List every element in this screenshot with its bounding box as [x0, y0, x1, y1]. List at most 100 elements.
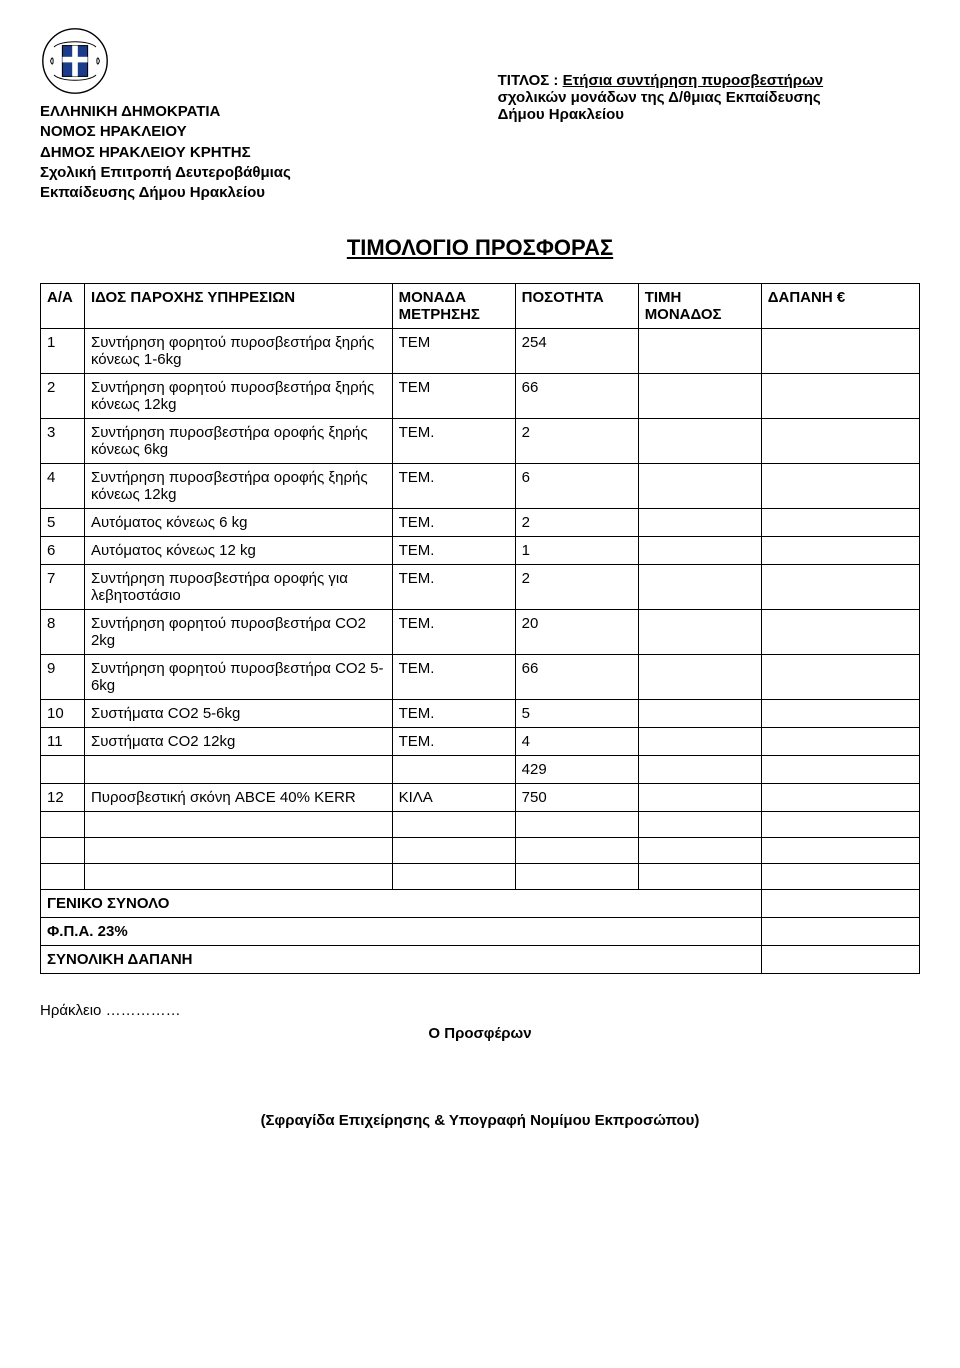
footer-place: Ηράκλειο …………… — [40, 1002, 920, 1019]
cell-desc: Αυτόματος κόνεως 6 kg — [84, 509, 392, 537]
title-line: ΤΙΤΛΟΣ : Ετήσια συντήρηση πυροσβεστήρων — [498, 72, 920, 89]
table-row: 11Συστήματα CO2 12kgΤΕΜ.4 — [41, 728, 920, 756]
cell-cost — [761, 784, 919, 812]
table-row: 5Αυτόματος κόνεως 6 kgΤΕΜ.2 — [41, 509, 920, 537]
cell-unit: ΤΕΜ. — [392, 655, 515, 700]
spacer-row — [41, 864, 920, 890]
cell-price — [638, 728, 761, 756]
empty-cell — [392, 812, 515, 838]
cell-aa: 8 — [41, 610, 85, 655]
empty-cell — [84, 864, 392, 890]
empty-cell — [638, 864, 761, 890]
cell-desc: Συντήρηση πυροσβεστήρα οροφής για λεβητο… — [84, 565, 392, 610]
empty-cell — [41, 864, 85, 890]
table-row: 8Συντήρηση φορητού πυροσβεστήρα CO2 2kgΤ… — [41, 610, 920, 655]
empty-cell — [84, 838, 392, 864]
col-header-qty: ΠΟΣΟΤΗΤΑ — [515, 284, 638, 329]
cell-cost — [761, 565, 919, 610]
totals-row: ΓΕΝΙΚΟ ΣΥΝΟΛΟ — [41, 890, 920, 918]
cell-cost — [761, 509, 919, 537]
totals-row: Φ.Π.Α. 23% — [41, 918, 920, 946]
cell-price — [638, 784, 761, 812]
footer-offerer: Ο Προσφέρων — [40, 1025, 920, 1042]
offer-table: Α/Α ΙΔΟΣ ΠΑΡΟΧΗΣ ΥΠΗΡΕΣΙΩΝ ΜΟΝΑΔΑ ΜΕΤΡΗΣ… — [40, 283, 920, 974]
org-line: Εκπαίδευσης Δήμου Ηρακλείου — [40, 183, 480, 203]
table-row: 9Συντήρηση φορητού πυροσβεστήρα CO2 5-6k… — [41, 655, 920, 700]
cell-qty: 254 — [515, 329, 638, 374]
org-line: ΔΗΜΟΣ ΗΡΑΚΛΕΙΟΥ ΚΡΗΤΗΣ — [40, 143, 480, 163]
cell-qty: 20 — [515, 610, 638, 655]
totals-label: Φ.Π.Α. 23% — [41, 918, 762, 946]
cell-aa: 4 — [41, 464, 85, 509]
empty-cell — [515, 864, 638, 890]
cell-desc: Πυροσβεστική σκόνη ABCE 40% KERR — [84, 784, 392, 812]
table-row: 4Συντήρηση πυροσβεστήρα οροφής ξηρής κόν… — [41, 464, 920, 509]
cell-cost — [761, 374, 919, 419]
spacer-row — [41, 838, 920, 864]
empty-cell — [638, 838, 761, 864]
greek-emblem-icon — [40, 26, 110, 96]
cell-unit: ΤΕΜ. — [392, 728, 515, 756]
table-row: 1Συντήρηση φορητού πυροσβεστήρα ξηρής κό… — [41, 329, 920, 374]
cell-desc — [84, 756, 392, 784]
cell-aa — [41, 756, 85, 784]
cell-price — [638, 700, 761, 728]
cell-aa: 9 — [41, 655, 85, 700]
subtotal-row: 429 — [41, 756, 920, 784]
cell-qty: 5 — [515, 700, 638, 728]
cell-desc: Αυτόματος κόνεως 12 kg — [84, 537, 392, 565]
cell-aa: 1 — [41, 329, 85, 374]
cell-cost — [761, 756, 919, 784]
col-header-price: ΤΙΜΗ ΜΟΝΑΔΟΣ — [638, 284, 761, 329]
totals-label: ΣΥΝΟΛΙΚΗ ΔΑΠΑΝΗ — [41, 946, 762, 974]
empty-cell — [638, 812, 761, 838]
totals-value — [761, 946, 919, 974]
table-row: 7Συντήρηση πυροσβεστήρα οροφής για λεβητ… — [41, 565, 920, 610]
cell-desc: Συντήρηση φορητού πυροσβεστήρα ξηρής κόν… — [84, 374, 392, 419]
document-title: ΤΙΜΟΛΟΓΙΟ ΠΡΟΣΦΟΡΑΣ — [40, 235, 920, 261]
cell-unit: ΤΕΜ. — [392, 610, 515, 655]
totals-row: ΣΥΝΟΛΙΚΗ ΔΑΠΑΝΗ — [41, 946, 920, 974]
totals-value — [761, 918, 919, 946]
empty-cell — [515, 812, 638, 838]
cell-aa: 5 — [41, 509, 85, 537]
cell-aa: 12 — [41, 784, 85, 812]
cell-aa: 11 — [41, 728, 85, 756]
cell-qty: 66 — [515, 655, 638, 700]
org-line: ΕΛΛΗΝΙΚΗ ΔΗΜΟΚΡΑΤΙΑ — [40, 102, 480, 122]
title-line: Δήμου Ηρακλείου — [498, 106, 920, 123]
empty-cell — [761, 838, 919, 864]
cell-aa: 2 — [41, 374, 85, 419]
cell-price — [638, 419, 761, 464]
cell-unit: ΤΕΜ — [392, 374, 515, 419]
cell-price — [638, 756, 761, 784]
cell-price — [638, 329, 761, 374]
cell-desc: Συντήρηση φορητού πυροσβεστήρα CO2 5-6kg — [84, 655, 392, 700]
cell-unit: ΤΕΜ. — [392, 565, 515, 610]
title-line: σχολικών μονάδων της Δ/θμιας Εκπαίδευσης — [498, 89, 920, 106]
cell-desc: Συστήματα CO2 12kg — [84, 728, 392, 756]
col-header-aa: Α/Α — [41, 284, 85, 329]
cell-price — [638, 464, 761, 509]
cell-aa: 10 — [41, 700, 85, 728]
empty-cell — [761, 812, 919, 838]
cell-qty: 750 — [515, 784, 638, 812]
title-underline: Ετήσια συντήρηση πυροσβεστήρων — [563, 72, 824, 89]
cell-cost — [761, 537, 919, 565]
empty-cell — [84, 812, 392, 838]
cell-qty: 1 — [515, 537, 638, 565]
cell-qty: 6 — [515, 464, 638, 509]
totals-value — [761, 890, 919, 918]
cell-desc: Συντήρηση φορητού πυροσβεστήρα ξηρής κόν… — [84, 329, 392, 374]
table-row: 12Πυροσβεστική σκόνη ABCE 40% KERRΚΙΛΑ75… — [41, 784, 920, 812]
cell-desc: Συντήρηση πυροσβεστήρα οροφής ξηρής κόνε… — [84, 419, 392, 464]
table-row: 6Αυτόματος κόνεως 12 kgΤΕΜ.1 — [41, 537, 920, 565]
header-left: ΕΛΛΗΝΙΚΗ ΔΗΜΟΚΡΑΤΙΑ ΝΟΜΟΣ ΗΡΑΚΛΕΙΟΥ ΔΗΜΟ… — [40, 26, 480, 203]
empty-cell — [515, 838, 638, 864]
col-header-unit: ΜΟΝΑΔΑ ΜΕΤΡΗΣΗΣ — [392, 284, 515, 329]
cell-price — [638, 610, 761, 655]
table-row: 2Συντήρηση φορητού πυροσβεστήρα ξηρής κό… — [41, 374, 920, 419]
cell-cost — [761, 728, 919, 756]
cell-unit: ΤΕΜ. — [392, 464, 515, 509]
cell-unit: ΚΙΛΑ — [392, 784, 515, 812]
